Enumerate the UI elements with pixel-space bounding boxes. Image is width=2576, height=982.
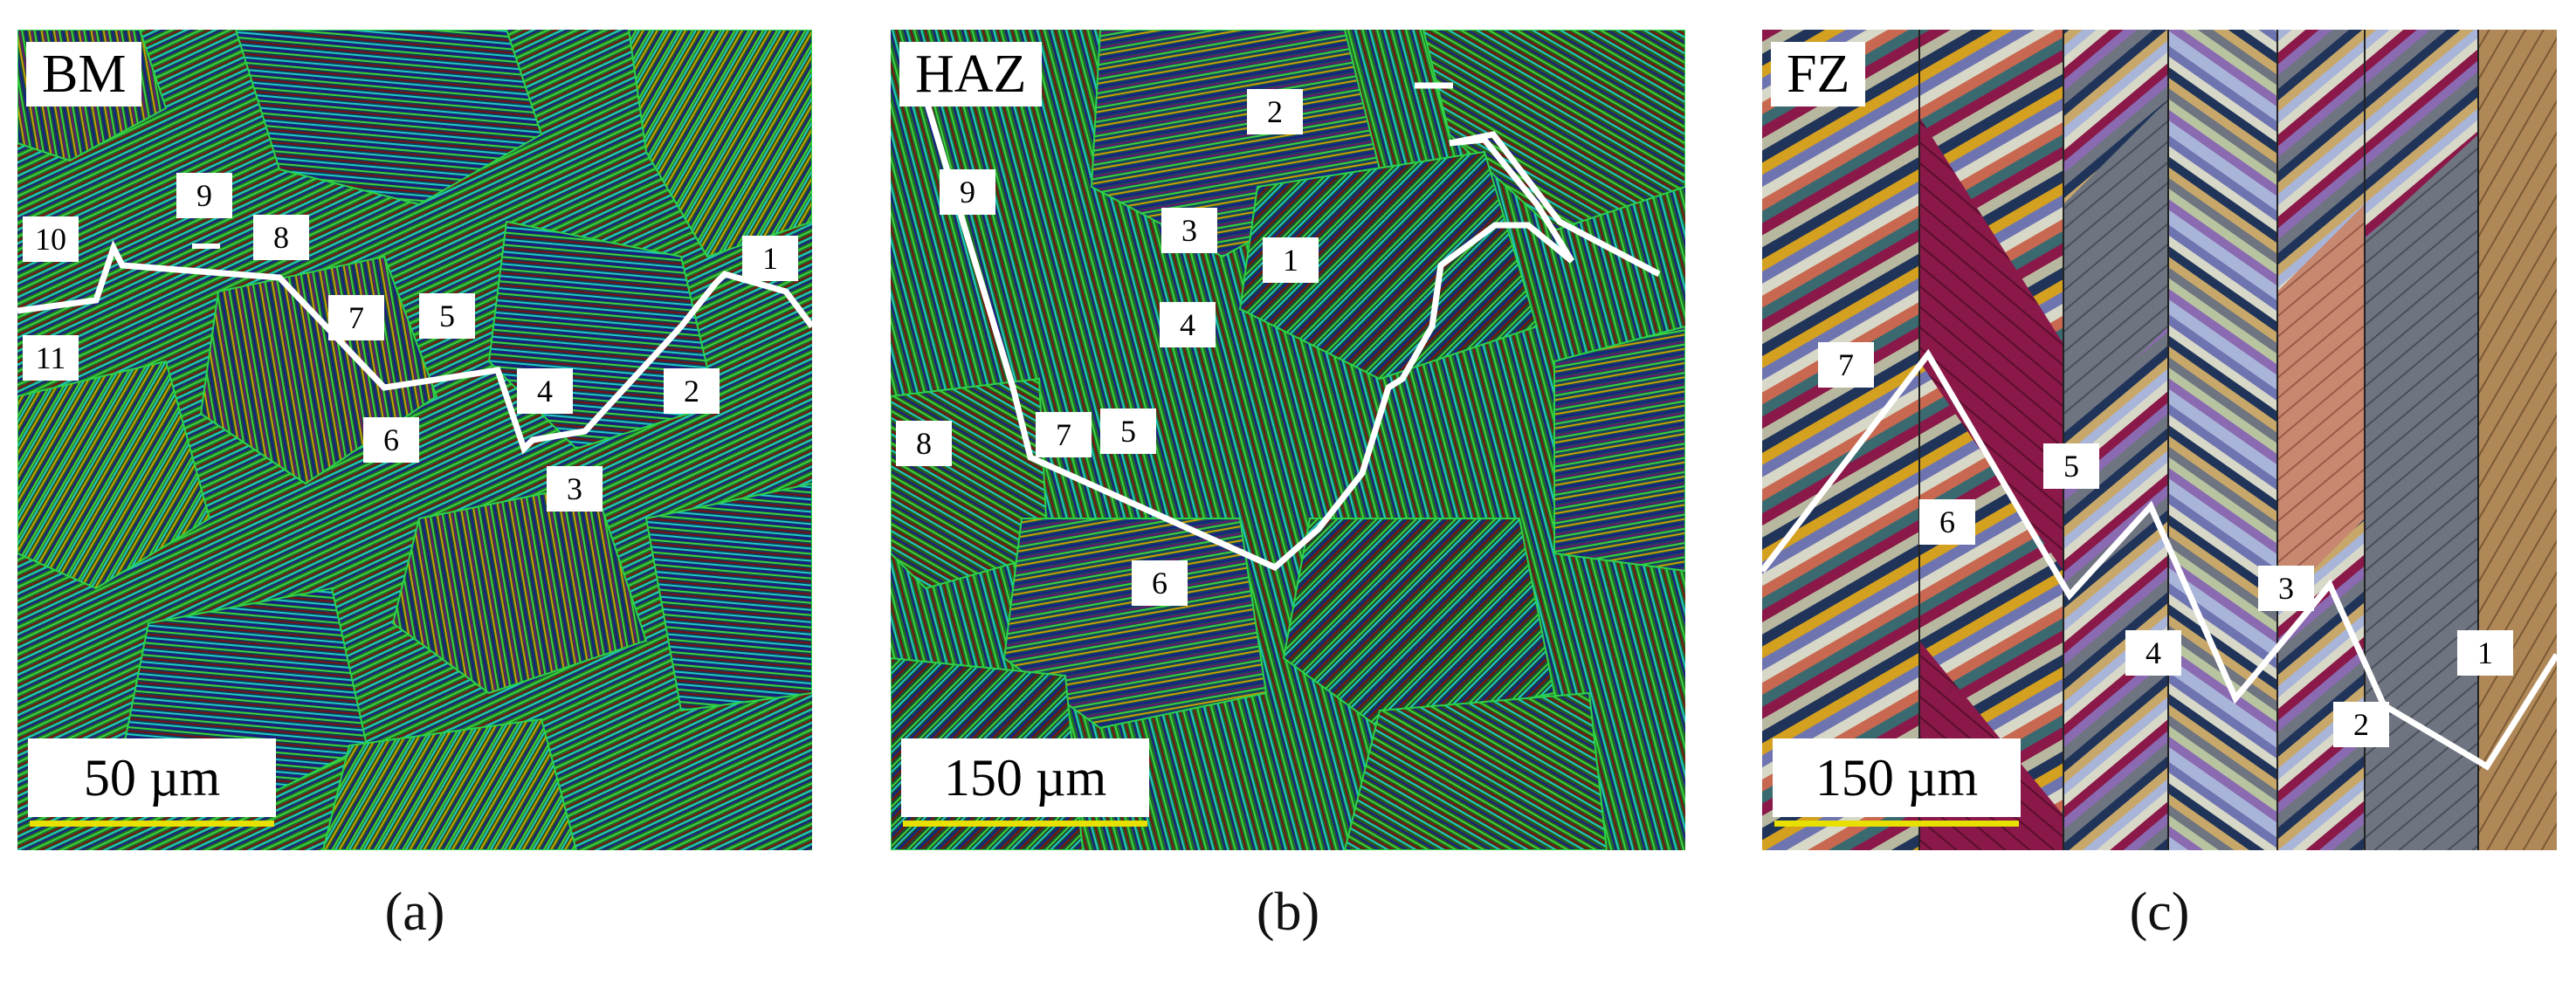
path-label-4: 4 <box>517 368 573 414</box>
path-label-3: 3 <box>2258 566 2314 611</box>
path-label-5: 5 <box>419 293 475 339</box>
panel-fz-map: FZ 1 2 3 4 5 6 7 150 µm <box>1762 30 2557 850</box>
path-label-4: 4 <box>2125 630 2181 676</box>
haz-crack-path <box>910 56 1574 572</box>
path-label-4: 4 <box>1160 302 1216 347</box>
scale-bar-label: 50 µm <box>28 738 276 817</box>
path-label-9: 9 <box>176 173 232 218</box>
path-label-1: 1 <box>2457 630 2513 676</box>
panel-haz-map: HAZ 2 1 3 4 5 6 7 8 9 150 µm <box>891 30 1685 850</box>
path-label-10: 10 <box>23 216 79 262</box>
scale-bar <box>1774 821 2019 827</box>
fz-crack-path <box>1762 348 2557 771</box>
zone-label: HAZ <box>899 42 1043 106</box>
fz-grain-map <box>1762 30 2557 850</box>
path-label-6: 6 <box>1132 560 1188 606</box>
path-label-7: 7 <box>1818 342 1874 388</box>
path-label-6: 6 <box>363 417 419 463</box>
path-label-8: 8 <box>253 215 309 260</box>
scale-bar-label: 150 µm <box>1773 738 2021 817</box>
bm-crack-path <box>17 239 812 455</box>
haz-grain-map <box>891 30 1685 850</box>
panel-bm-map: BM 1 2 3 4 5 6 7 8 9 10 11 50 µm <box>17 30 812 850</box>
path-label-3: 3 <box>547 466 603 512</box>
path-label-7: 7 <box>1036 412 1092 457</box>
path-label-1: 1 <box>1263 237 1319 283</box>
zone-label: FZ <box>1771 42 1866 106</box>
scale-bar-label: 150 µm <box>901 738 1149 817</box>
path-label-9: 9 <box>940 169 995 215</box>
scale-bar <box>903 821 1147 827</box>
path-label-3: 3 <box>1161 208 1217 253</box>
caption-a: (a) <box>384 882 445 942</box>
path-label-2: 2 <box>2333 702 2389 747</box>
zone-label: BM <box>26 42 142 106</box>
path-label-2: 2 <box>664 368 720 414</box>
path-label-1: 1 <box>742 236 798 281</box>
path-label-5: 5 <box>1100 409 1156 454</box>
path-label-8: 8 <box>896 421 952 466</box>
caption-c: (c) <box>2129 882 2190 942</box>
path-label-7: 7 <box>328 295 384 340</box>
path-label-5: 5 <box>2043 443 2099 489</box>
path-label-11: 11 <box>23 335 79 381</box>
scale-bar <box>30 821 274 827</box>
caption-b: (b) <box>1256 882 1320 942</box>
path-label-2: 2 <box>1247 89 1303 134</box>
path-label-6: 6 <box>1919 499 1975 545</box>
